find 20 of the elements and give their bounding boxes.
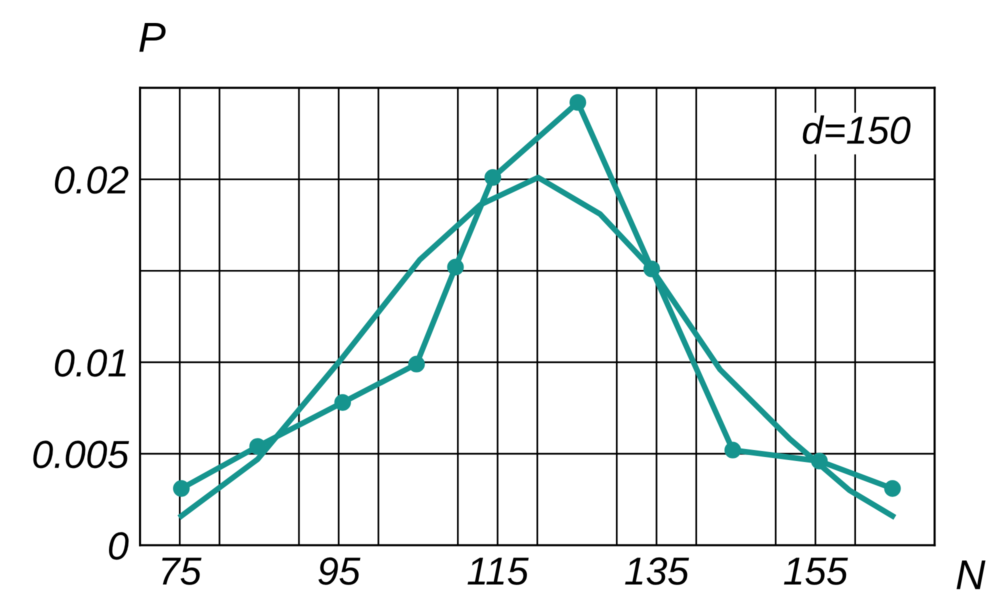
point xyxy=(447,258,464,276)
x-tick-label: 95 xyxy=(318,557,360,585)
y-tick-label: 0.02 xyxy=(54,166,128,194)
y-tick-label: 0 xyxy=(108,532,129,560)
x-tick-label: 75 xyxy=(162,558,202,585)
x-axis-title: N xyxy=(956,560,986,590)
point xyxy=(408,356,425,372)
y-tick-label: 0.005 xyxy=(33,440,130,468)
point xyxy=(484,169,502,186)
annotation: d=150 xyxy=(802,115,910,144)
point xyxy=(570,94,586,111)
point xyxy=(724,442,742,458)
y-tick-label: 0.01 xyxy=(54,349,126,377)
point xyxy=(334,394,351,411)
x-tick-label: 135 xyxy=(625,557,690,585)
point xyxy=(884,480,901,497)
y-axis-title: P xyxy=(139,23,166,52)
x-tick-label: 155 xyxy=(784,558,848,585)
point xyxy=(173,480,190,497)
x-tick-label: 115 xyxy=(468,558,529,585)
